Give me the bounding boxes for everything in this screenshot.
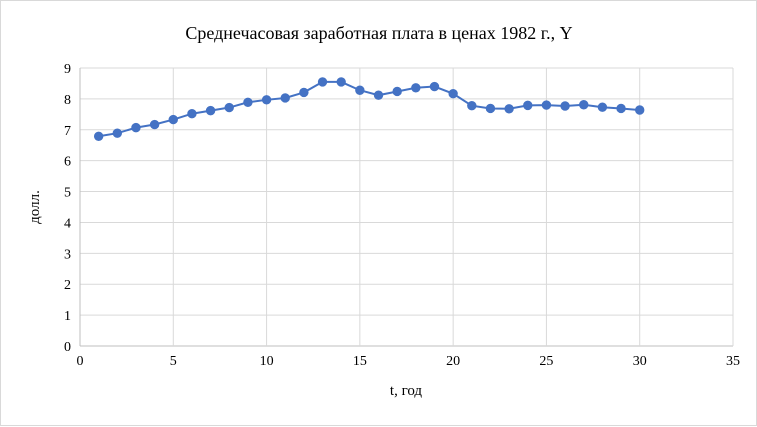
data-point (317, 77, 328, 87)
y-tick-label: 2 (64, 278, 71, 293)
x-tick-label: 25 (539, 354, 553, 369)
data-point (579, 100, 589, 110)
plot-series (93, 77, 645, 141)
data-point (373, 90, 384, 100)
y-tick-label: 3 (64, 247, 71, 262)
data-point (448, 88, 458, 99)
data-point (299, 87, 309, 98)
data-point (336, 77, 346, 87)
y-tick-label: 6 (64, 155, 71, 170)
data-point (616, 103, 626, 114)
y-tick-label: 0 (64, 340, 71, 355)
y-tick-label: 7 (64, 124, 71, 139)
x-tick-label: 15 (353, 354, 367, 369)
data-point (131, 122, 141, 133)
y-axis-label: долл. (27, 190, 43, 224)
data-point (597, 102, 608, 112)
series-line (98, 80, 640, 138)
data-point (411, 83, 421, 93)
data-point (168, 114, 178, 125)
data-point (504, 104, 514, 114)
data-point (224, 102, 234, 113)
data-point (261, 95, 272, 105)
data-point (280, 93, 290, 103)
x-tick-label: 0 (77, 354, 84, 369)
y-tick-label: 8 (64, 93, 71, 108)
data-point (112, 128, 123, 138)
y-tick-label: 5 (64, 186, 71, 201)
y-axis-ticks: 0 1 2 3 4 5 6 7 8 9 (64, 62, 71, 355)
x-tick-label: 30 (633, 354, 647, 369)
data-point (467, 100, 477, 111)
data-point (560, 101, 570, 111)
y-tick-label: 4 (64, 216, 71, 231)
data-point (429, 81, 440, 92)
data-point (523, 100, 533, 111)
x-tick-label: 5 (170, 354, 177, 369)
x-tick-label: 35 (726, 354, 740, 369)
data-point (187, 109, 197, 119)
data-point (93, 131, 104, 141)
data-point (205, 105, 216, 116)
y-tick-label: 9 (64, 62, 71, 77)
x-axis-ticks: 0 5 10 15 20 25 30 35 (77, 354, 741, 369)
data-point (541, 100, 552, 110)
data-point (635, 105, 645, 115)
x-tick-label: 10 (260, 354, 274, 369)
y-tick-label: 1 (64, 309, 71, 324)
gridlines (79, 67, 734, 347)
chart-title: Среднечасовая заработная плата в ценах 1… (185, 23, 572, 43)
data-point (243, 97, 253, 107)
data-point (485, 103, 496, 114)
x-tick-label: 20 (446, 354, 460, 369)
x-axis-label: t, год (390, 383, 423, 399)
data-point (355, 85, 365, 95)
data-point (149, 119, 160, 130)
data-point (392, 86, 402, 97)
